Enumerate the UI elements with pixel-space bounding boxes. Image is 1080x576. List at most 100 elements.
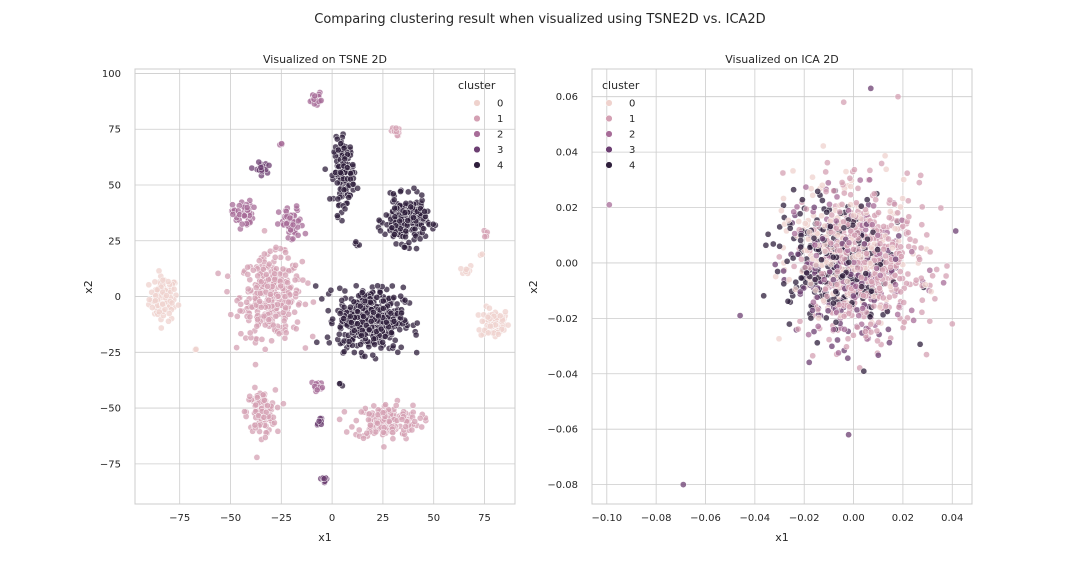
tsne-point-cluster-1 bbox=[274, 404, 281, 411]
tsne-point-cluster-1 bbox=[265, 260, 273, 268]
ica-point-cluster-4 bbox=[916, 340, 924, 348]
ica-point-cluster-1 bbox=[851, 166, 858, 174]
ica-point-cluster-1 bbox=[822, 285, 829, 293]
tsne-point-cluster-1 bbox=[360, 434, 367, 442]
tsne-point-cluster-1 bbox=[251, 421, 259, 429]
ica-point-cluster-1 bbox=[830, 187, 838, 195]
tsne-point-cluster-0 bbox=[145, 296, 153, 303]
ica-point-cluster-2 bbox=[810, 298, 817, 306]
tsne-point-cluster-1 bbox=[310, 298, 317, 306]
tsne-point-cluster-4 bbox=[340, 348, 348, 356]
tsne-point-cluster-4 bbox=[312, 282, 320, 290]
tsne-point-cluster-0 bbox=[484, 329, 492, 337]
ica-point-cluster-4 bbox=[769, 240, 777, 248]
ica-point-cluster-4 bbox=[780, 280, 788, 288]
ica-point-cluster-3 bbox=[810, 328, 818, 335]
tsne-point-cluster-4 bbox=[397, 188, 404, 195]
tsne-point-cluster-1 bbox=[374, 419, 381, 427]
tsne-point-cluster-4 bbox=[350, 327, 358, 334]
tsne-point-cluster-4 bbox=[357, 341, 364, 348]
ica-point-cluster-2 bbox=[832, 217, 840, 225]
ica-point-cluster-4 bbox=[796, 210, 804, 218]
tsne-point-cluster-4 bbox=[354, 184, 361, 192]
tsne-point-cluster-4 bbox=[352, 238, 360, 246]
ica-point-cluster-0 bbox=[806, 228, 813, 236]
tsne-point-cluster-4 bbox=[381, 230, 389, 238]
ica-point-cluster-4 bbox=[786, 224, 794, 232]
ica-legend-marker-1 bbox=[605, 114, 613, 123]
tsne-point-cluster-4 bbox=[391, 336, 399, 344]
tsne-point-cluster-0 bbox=[157, 324, 165, 332]
tsne-point-cluster-1 bbox=[253, 322, 261, 330]
tsne-legend-marker-1 bbox=[473, 114, 481, 123]
tsne-point-cluster-1 bbox=[302, 344, 309, 352]
tsne-point-cluster-2 bbox=[294, 231, 302, 239]
tsne-y-tick-label: 25 bbox=[108, 236, 121, 247]
ica-ylabel: x2 bbox=[527, 280, 540, 294]
tsne-point-cluster-4 bbox=[336, 310, 344, 317]
tsne-point-cluster-0 bbox=[462, 266, 470, 273]
ica-point-cluster-1 bbox=[886, 293, 893, 301]
tsne-point-cluster-1 bbox=[295, 301, 302, 309]
tsne-point-cluster-4 bbox=[340, 144, 348, 152]
ica-point-cluster-1 bbox=[918, 308, 926, 316]
tsne-legend-marker-0 bbox=[473, 99, 481, 107]
tsne-point-cluster-1 bbox=[411, 418, 419, 425]
tsne-point-cluster-0 bbox=[487, 322, 494, 330]
tsne-point-cluster-1 bbox=[244, 285, 252, 293]
tsne-point-cluster-4 bbox=[334, 212, 341, 220]
ica-point-cluster-4 bbox=[860, 367, 868, 375]
ica-point-cluster-4 bbox=[784, 297, 792, 305]
ica-point-cluster-4 bbox=[863, 196, 871, 204]
ica-point-cluster-4 bbox=[813, 339, 821, 347]
tsne-point-cluster-1 bbox=[341, 408, 348, 416]
tsne-grid bbox=[135, 69, 515, 504]
ica-point-cluster-2 bbox=[824, 179, 832, 187]
ica-axes-frame bbox=[591, 68, 973, 505]
tsne-point-cluster-1 bbox=[259, 265, 267, 273]
tsne-point-cluster-4 bbox=[398, 309, 405, 317]
tsne-point-cluster-1 bbox=[227, 311, 235, 318]
ica-point-cluster-0 bbox=[887, 208, 894, 215]
ica-point-cluster-1 bbox=[850, 245, 858, 253]
tsne-point-cluster-4 bbox=[333, 135, 341, 143]
tsne-point-cluster-4 bbox=[405, 239, 413, 246]
tsne-point-cluster-2 bbox=[278, 140, 285, 147]
tsne-point-cluster-4 bbox=[373, 294, 381, 301]
tsne-point-cluster-4 bbox=[336, 323, 344, 331]
tsne-point-cluster-0 bbox=[165, 310, 173, 317]
ica-point-cluster-0 bbox=[815, 314, 823, 322]
tsne-point-cluster-4 bbox=[402, 233, 409, 241]
ica-point-cluster-1 bbox=[850, 331, 857, 339]
tsne-y-tick-label: 75 bbox=[108, 125, 121, 136]
ica-point-cluster-2 bbox=[855, 312, 863, 319]
tsne-point-cluster-1 bbox=[385, 418, 393, 425]
tsne-point-cluster-1 bbox=[257, 303, 265, 311]
ica-x-tick-label: −0.04 bbox=[740, 513, 771, 524]
tsne-point-cluster-4 bbox=[390, 196, 398, 204]
tsne-point-cluster-0 bbox=[486, 304, 493, 312]
ica-point-cluster-0 bbox=[847, 201, 854, 209]
tsne-point-cluster-4 bbox=[393, 300, 401, 308]
ica-point-cluster-1 bbox=[834, 268, 841, 275]
tsne-point-cluster-1 bbox=[282, 329, 290, 337]
ica-point-cluster-1 bbox=[904, 229, 912, 236]
tsne-point-cluster-4 bbox=[397, 292, 405, 300]
ica-point-cluster-3 bbox=[828, 342, 836, 350]
tsne-point-cluster-4 bbox=[370, 308, 377, 316]
tsne-point-cluster-1 bbox=[233, 313, 241, 320]
ica-point-cluster-1 bbox=[836, 247, 844, 255]
tsne-ylabel: x2 bbox=[82, 280, 95, 294]
ica-point-cluster-3 bbox=[805, 359, 813, 366]
ica-point-cluster-1 bbox=[929, 272, 936, 280]
tsne-point-cluster-1 bbox=[257, 278, 265, 286]
ica-point-cluster-4 bbox=[826, 223, 834, 230]
ica-point-cluster-1 bbox=[896, 268, 904, 275]
tsne-point-cluster-1 bbox=[280, 317, 288, 325]
tsne-point-cluster-1 bbox=[336, 416, 343, 423]
tsne-point-cluster-1 bbox=[253, 394, 261, 401]
ica-point-cluster-1 bbox=[823, 292, 831, 300]
ica-point-cluster-4 bbox=[868, 287, 875, 295]
ica-point-cluster-3 bbox=[892, 255, 899, 263]
